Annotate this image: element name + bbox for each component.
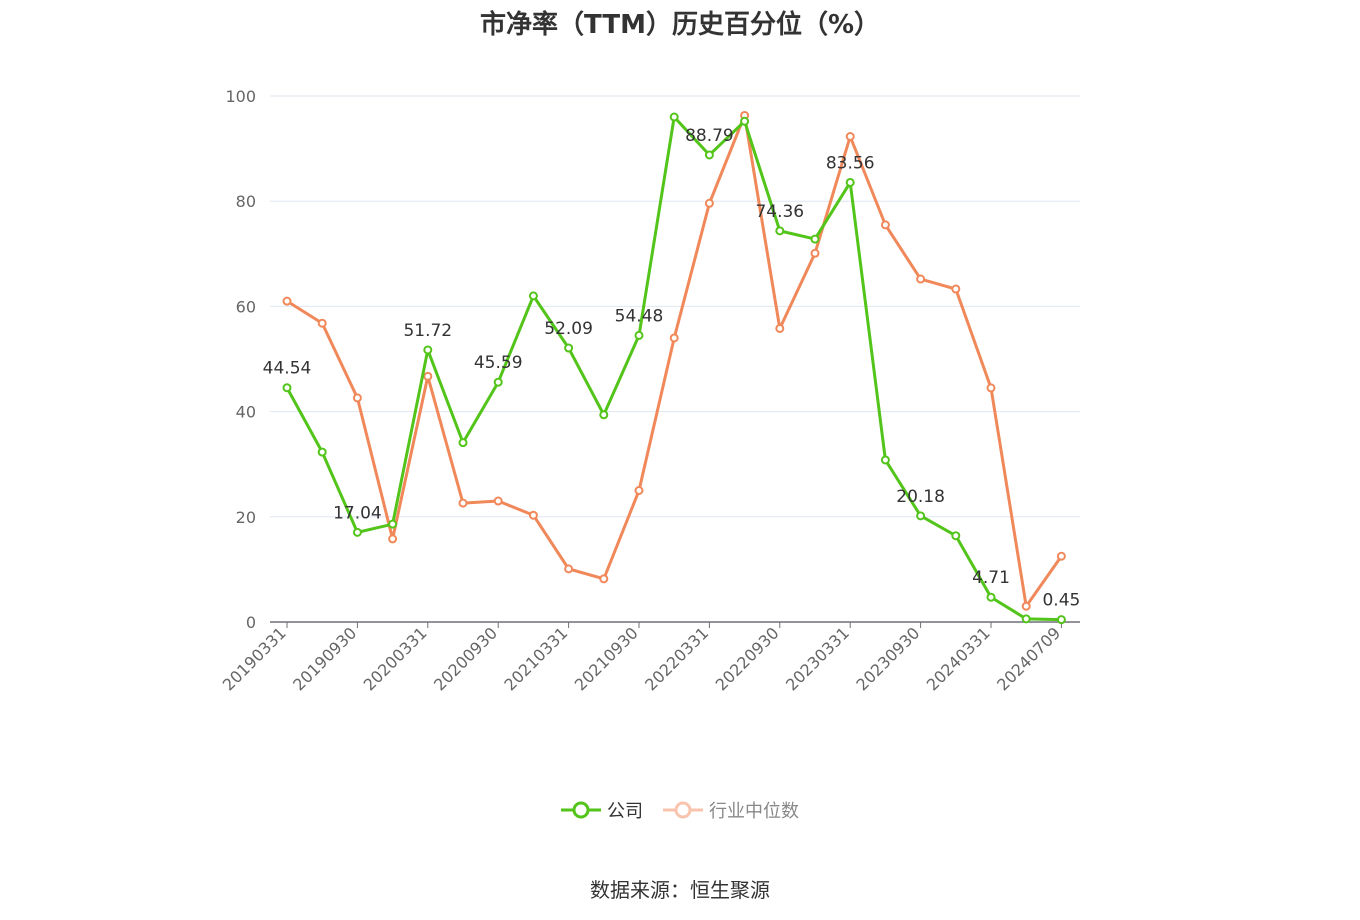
data-label: 17.04 bbox=[333, 503, 382, 523]
data-point bbox=[986, 592, 996, 602]
data-point bbox=[951, 531, 961, 541]
data-point bbox=[493, 377, 503, 387]
data-point bbox=[388, 534, 398, 544]
axes: 0 20 40 60 80 100 20190331 20190930 20200331 2020… bbox=[219, 87, 1080, 694]
data-point bbox=[1056, 615, 1066, 625]
x-tick-label: 20240331 bbox=[923, 623, 994, 694]
data-point bbox=[704, 198, 714, 208]
data-point bbox=[916, 274, 926, 284]
x-tick-label: 20230331 bbox=[782, 623, 853, 694]
legend-industry-marker-icon bbox=[663, 801, 703, 819]
data-point bbox=[1056, 551, 1066, 561]
legend-company-label: 公司 bbox=[607, 801, 643, 822]
data-point bbox=[916, 511, 926, 521]
x-tick-label: 20190331 bbox=[219, 623, 290, 694]
data-point bbox=[951, 284, 961, 294]
data-labels: 44.54 17.04 51.72 45.59 52.09 54.48 88.79 74.36… bbox=[263, 126, 1081, 611]
y-tick-label: 80 bbox=[236, 192, 256, 211]
data-point bbox=[986, 383, 996, 393]
x-tick-label: 20210331 bbox=[500, 623, 571, 694]
data-point bbox=[704, 150, 714, 160]
data-point bbox=[1021, 601, 1031, 611]
x-tick-label: 20200930 bbox=[430, 623, 501, 694]
data-point bbox=[564, 343, 574, 353]
data-point bbox=[282, 383, 292, 393]
data-point bbox=[810, 248, 820, 258]
data-label: 52.09 bbox=[544, 319, 593, 339]
legend-company-marker-icon bbox=[561, 801, 601, 819]
data-label: 88.79 bbox=[685, 126, 734, 146]
data-point bbox=[775, 323, 785, 333]
data-point bbox=[775, 226, 785, 236]
data-point bbox=[317, 447, 327, 457]
x-tick-label: 20200331 bbox=[360, 623, 431, 694]
data-point bbox=[880, 220, 890, 230]
data-label: 51.72 bbox=[403, 321, 452, 341]
data-point bbox=[845, 132, 855, 142]
legend: 公司 行业中位数 bbox=[0, 797, 1360, 823]
x-tick-label: 20190930 bbox=[289, 623, 360, 694]
data-point bbox=[599, 574, 609, 584]
x-tick-label: 20240709 bbox=[993, 623, 1064, 694]
x-tick-label: 20210930 bbox=[571, 623, 642, 694]
legend-industry-label: 行业中位数 bbox=[709, 801, 799, 822]
data-point bbox=[528, 510, 538, 520]
data-label: 45.59 bbox=[474, 353, 523, 373]
y-tick-label: 20 bbox=[236, 508, 256, 527]
data-label: 20.18 bbox=[896, 487, 945, 507]
data-point bbox=[423, 345, 433, 355]
data-point bbox=[1021, 614, 1031, 624]
data-point bbox=[564, 564, 574, 574]
data-point bbox=[352, 393, 362, 403]
y-tick-label: 60 bbox=[236, 297, 256, 316]
data-point bbox=[634, 486, 644, 495]
data-point bbox=[317, 318, 327, 328]
legend-item-industry[interactable]: 行业中位数 bbox=[663, 797, 799, 823]
data-point bbox=[352, 527, 362, 537]
data-point bbox=[458, 438, 468, 448]
data-point bbox=[599, 410, 609, 420]
x-tick-label: 20220930 bbox=[712, 623, 783, 694]
data-label: 44.54 bbox=[263, 359, 312, 379]
source-note: 数据来源：恒生聚源 bbox=[590, 878, 770, 902]
data-label: 0.45 bbox=[1042, 591, 1080, 611]
data-point bbox=[669, 112, 679, 122]
data-label: 83.56 bbox=[826, 153, 875, 173]
series-line-1 bbox=[286, 113, 1063, 608]
data-label: 4.71 bbox=[972, 568, 1010, 588]
data-point bbox=[740, 116, 750, 126]
data-point bbox=[845, 177, 855, 187]
data-point bbox=[810, 234, 820, 244]
series-lines bbox=[282, 110, 1066, 625]
data-point bbox=[282, 296, 292, 306]
x-tick-label: 20230930 bbox=[852, 623, 923, 694]
data-point bbox=[669, 333, 679, 343]
data-point bbox=[528, 291, 538, 301]
y-tick-label: 100 bbox=[225, 87, 256, 106]
chart-title: 市净率（TTM）历史百分位（%） bbox=[480, 10, 880, 40]
data-point bbox=[493, 496, 503, 506]
grid-lines bbox=[270, 95, 1080, 518]
data-point bbox=[458, 498, 468, 508]
y-tick-label: 0 bbox=[246, 613, 256, 632]
legend-item-company[interactable]: 公司 bbox=[561, 797, 643, 823]
series-line-0 bbox=[285, 115, 1062, 622]
y-tick-label: 40 bbox=[236, 403, 256, 422]
data-point bbox=[423, 371, 433, 381]
data-point bbox=[880, 455, 890, 465]
x-tick-label: 20220331 bbox=[641, 623, 712, 694]
data-point bbox=[388, 519, 398, 529]
data-label: 74.36 bbox=[755, 202, 804, 222]
data-point bbox=[634, 330, 644, 340]
data-label: 54.48 bbox=[615, 306, 664, 326]
